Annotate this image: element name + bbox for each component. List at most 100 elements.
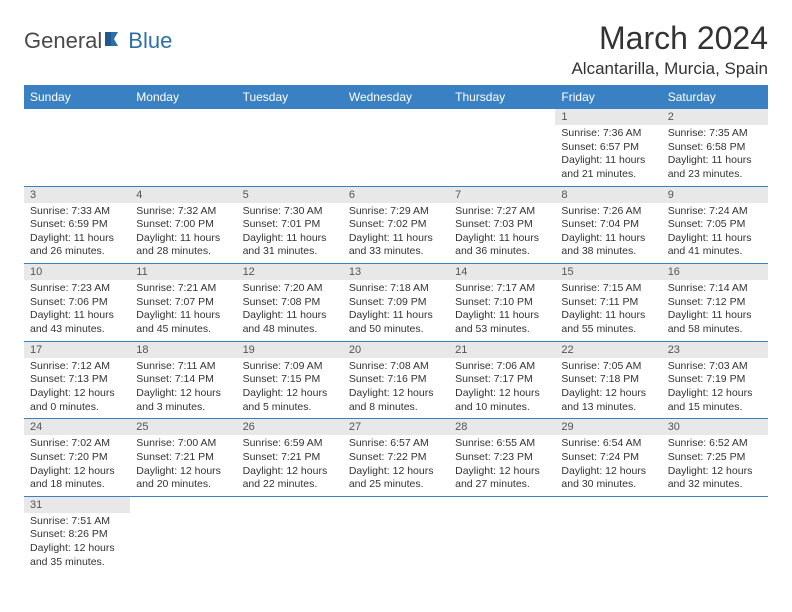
day-number: 4 — [130, 187, 236, 203]
calendar-cell: 30Sunrise: 6:52 AMSunset: 7:25 PMDayligh… — [662, 419, 768, 497]
day-data-line: Sunset: 7:13 PM — [30, 373, 124, 387]
day-data-line: Daylight: 11 hours — [136, 309, 230, 323]
day-number: 2 — [662, 109, 768, 125]
day-number: 5 — [237, 187, 343, 203]
calendar-cell: 16Sunrise: 7:14 AMSunset: 7:12 PMDayligh… — [662, 264, 768, 342]
day-data-line: and 27 minutes. — [455, 478, 549, 492]
day-data: Sunrise: 7:14 AMSunset: 7:12 PMDaylight:… — [662, 280, 768, 341]
calendar-cell: 23Sunrise: 7:03 AMSunset: 7:19 PMDayligh… — [662, 341, 768, 419]
calendar-cell: 19Sunrise: 7:09 AMSunset: 7:15 PMDayligh… — [237, 341, 343, 419]
day-data-line: Sunrise: 6:54 AM — [561, 437, 655, 451]
day-data-line: Sunset: 7:07 PM — [136, 296, 230, 310]
day-data-line: Daylight: 12 hours — [349, 465, 443, 479]
day-number: 7 — [449, 187, 555, 203]
header: General Blue March 2024 Alcantarilla, Mu… — [24, 20, 768, 79]
calendar-cell: 17Sunrise: 7:12 AMSunset: 7:13 PMDayligh… — [24, 341, 130, 419]
day-data-line: and 8 minutes. — [349, 401, 443, 415]
day-data: Sunrise: 7:12 AMSunset: 7:13 PMDaylight:… — [24, 358, 130, 419]
day-data: Sunrise: 7:09 AMSunset: 7:15 PMDaylight:… — [237, 358, 343, 419]
day-data-line: Sunrise: 6:52 AM — [668, 437, 762, 451]
calendar-table: SundayMondayTuesdayWednesdayThursdayFrid… — [24, 85, 768, 573]
day-data-line: Sunset: 7:16 PM — [349, 373, 443, 387]
day-number: 17 — [24, 342, 130, 358]
day-data-line: and 15 minutes. — [668, 401, 762, 415]
day-data-line: Sunset: 6:57 PM — [561, 141, 655, 155]
day-number: 8 — [555, 187, 661, 203]
day-data-line: Sunrise: 7:30 AM — [243, 205, 337, 219]
calendar-cell: 8Sunrise: 7:26 AMSunset: 7:04 PMDaylight… — [555, 186, 661, 264]
weekday-header: Sunday — [24, 85, 130, 109]
weekday-header: Saturday — [662, 85, 768, 109]
weekday-header-row: SundayMondayTuesdayWednesdayThursdayFrid… — [24, 85, 768, 109]
calendar-cell: 20Sunrise: 7:08 AMSunset: 7:16 PMDayligh… — [343, 341, 449, 419]
day-data-line: and 20 minutes. — [136, 478, 230, 492]
calendar-cell: 31Sunrise: 7:51 AMSunset: 8:26 PMDayligh… — [24, 496, 130, 573]
day-data-line: Daylight: 12 hours — [668, 387, 762, 401]
logo-text-general: General — [24, 28, 102, 54]
day-number: 15 — [555, 264, 661, 280]
day-data-line: Daylight: 12 hours — [561, 465, 655, 479]
day-data-line: Sunset: 7:21 PM — [243, 451, 337, 465]
day-data-line: Sunrise: 7:33 AM — [30, 205, 124, 219]
day-data-line: Sunset: 7:02 PM — [349, 218, 443, 232]
day-data-line: Daylight: 11 hours — [30, 232, 124, 246]
day-number: 20 — [343, 342, 449, 358]
day-data-line: Sunrise: 7:03 AM — [668, 360, 762, 374]
day-data-line: Daylight: 12 hours — [136, 465, 230, 479]
day-number: 6 — [343, 187, 449, 203]
day-data: Sunrise: 7:51 AMSunset: 8:26 PMDaylight:… — [24, 513, 130, 574]
day-data: Sunrise: 7:36 AMSunset: 6:57 PMDaylight:… — [555, 125, 661, 186]
day-data-line: Sunrise: 7:12 AM — [30, 360, 124, 374]
day-data-line: Daylight: 12 hours — [349, 387, 443, 401]
day-data-line: and 36 minutes. — [455, 245, 549, 259]
day-data-line: and 48 minutes. — [243, 323, 337, 337]
calendar-row: 1Sunrise: 7:36 AMSunset: 6:57 PMDaylight… — [24, 109, 768, 186]
day-data-line: Sunset: 7:10 PM — [455, 296, 549, 310]
day-data-line: Daylight: 12 hours — [30, 465, 124, 479]
day-number: 3 — [24, 187, 130, 203]
day-number: 29 — [555, 419, 661, 435]
calendar-row: 31Sunrise: 7:51 AMSunset: 8:26 PMDayligh… — [24, 496, 768, 573]
day-number: 19 — [237, 342, 343, 358]
day-data-line: Sunset: 7:11 PM — [561, 296, 655, 310]
calendar-cell: 1Sunrise: 7:36 AMSunset: 6:57 PMDaylight… — [555, 109, 661, 186]
day-data-line: Sunset: 7:14 PM — [136, 373, 230, 387]
day-data: Sunrise: 7:00 AMSunset: 7:21 PMDaylight:… — [130, 435, 236, 496]
day-data-line: and 35 minutes. — [30, 556, 124, 570]
day-data: Sunrise: 6:59 AMSunset: 7:21 PMDaylight:… — [237, 435, 343, 496]
calendar-cell: 4Sunrise: 7:32 AMSunset: 7:00 PMDaylight… — [130, 186, 236, 264]
day-data-line: and 31 minutes. — [243, 245, 337, 259]
page-title: March 2024 — [571, 20, 768, 57]
day-data-line: Sunrise: 7:29 AM — [349, 205, 443, 219]
weekday-header: Thursday — [449, 85, 555, 109]
day-data-line: Sunset: 7:19 PM — [668, 373, 762, 387]
day-data-line: and 0 minutes. — [30, 401, 124, 415]
day-number: 22 — [555, 342, 661, 358]
day-data: Sunrise: 7:18 AMSunset: 7:09 PMDaylight:… — [343, 280, 449, 341]
day-data-line: and 3 minutes. — [136, 401, 230, 415]
day-number: 28 — [449, 419, 555, 435]
day-data-line: Sunset: 8:26 PM — [30, 528, 124, 542]
day-data-line: Sunset: 7:04 PM — [561, 218, 655, 232]
calendar-row: 3Sunrise: 7:33 AMSunset: 6:59 PMDaylight… — [24, 186, 768, 264]
day-data-line: and 43 minutes. — [30, 323, 124, 337]
day-data: Sunrise: 6:55 AMSunset: 7:23 PMDaylight:… — [449, 435, 555, 496]
calendar-cell — [555, 496, 661, 573]
day-number: 21 — [449, 342, 555, 358]
day-number: 24 — [24, 419, 130, 435]
day-data-line: Daylight: 11 hours — [561, 309, 655, 323]
day-data: Sunrise: 7:23 AMSunset: 7:06 PMDaylight:… — [24, 280, 130, 341]
day-data-line: Sunrise: 7:14 AM — [668, 282, 762, 296]
day-data-line: Sunrise: 7:05 AM — [561, 360, 655, 374]
day-data-line: Sunrise: 7:26 AM — [561, 205, 655, 219]
day-number: 18 — [130, 342, 236, 358]
day-data-line: Daylight: 12 hours — [668, 465, 762, 479]
day-data-line: Daylight: 12 hours — [30, 387, 124, 401]
calendar-cell — [662, 496, 768, 573]
day-data: Sunrise: 7:30 AMSunset: 7:01 PMDaylight:… — [237, 203, 343, 264]
day-data-line: and 45 minutes. — [136, 323, 230, 337]
day-number: 26 — [237, 419, 343, 435]
day-data-line: and 10 minutes. — [455, 401, 549, 415]
day-data: Sunrise: 7:32 AMSunset: 7:00 PMDaylight:… — [130, 203, 236, 264]
day-data-line: Sunrise: 7:20 AM — [243, 282, 337, 296]
